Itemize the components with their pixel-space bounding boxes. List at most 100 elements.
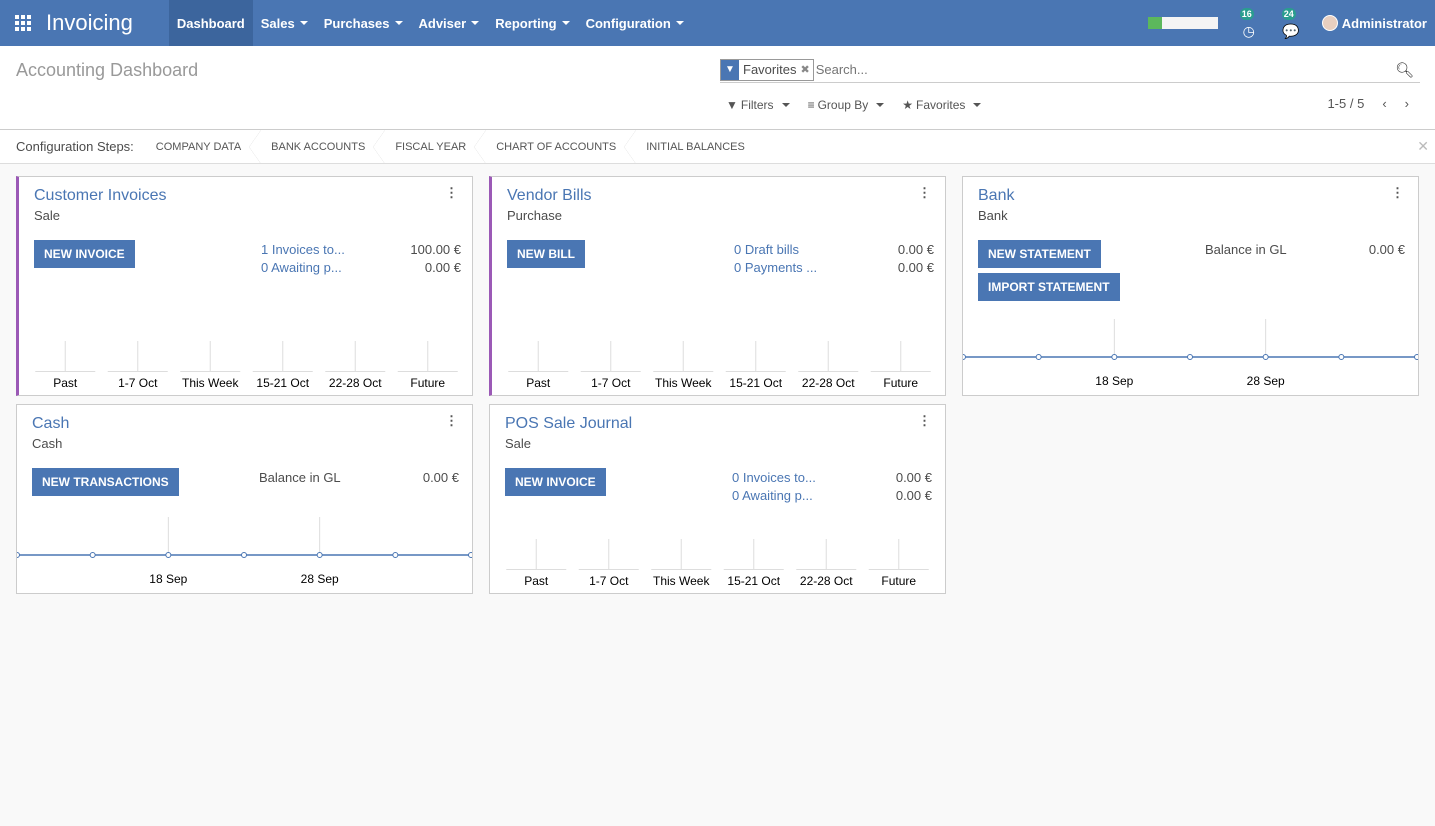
x-tick-label: 22-28 Oct bbox=[329, 376, 382, 390]
step-fiscal-year[interactable]: FISCAL YEAR bbox=[385, 129, 487, 164]
line-chart: 18 Sep 28 Sep bbox=[17, 517, 472, 586]
x-tick-label: Future bbox=[881, 574, 916, 588]
messages-count: 24 bbox=[1281, 8, 1296, 20]
menu-reporting[interactable]: Reporting bbox=[487, 0, 577, 46]
kebab-menu-icon[interactable]: ⋮ bbox=[445, 185, 458, 200]
journal-line-link[interactable]: 0 Invoices to... bbox=[732, 470, 816, 485]
bar bbox=[796, 569, 857, 570]
journal-type: Sale bbox=[505, 436, 532, 451]
pager-previous-icon[interactable]: ‹ bbox=[1382, 96, 1387, 111]
new-statement-button[interactable]: NEW STATEMENT bbox=[978, 240, 1101, 268]
x-tick-label: This Week bbox=[653, 574, 710, 588]
data-point bbox=[316, 552, 323, 558]
journal-line-link[interactable]: 1 Invoices to... bbox=[261, 242, 345, 257]
menu-dashboard[interactable]: Dashboard bbox=[168, 0, 253, 46]
menu-purchases[interactable]: Purchases bbox=[316, 0, 411, 46]
group-by-dropdown[interactable]: ≡ Group By bbox=[808, 98, 885, 112]
x-tick-label: 22-28 Oct bbox=[800, 574, 853, 588]
control-panel: Accounting Dashboard ▼Favorites✖ 🔍︎ ▼Fil… bbox=[0, 46, 1435, 130]
clock-icon: ◷ bbox=[1242, 23, 1255, 39]
search-input[interactable] bbox=[815, 62, 1376, 77]
journal-title[interactable]: POS Sale Journal bbox=[505, 415, 633, 432]
journal-card-bank: Bank Bank ⋮ NEW STATEMENT IMPORT STATEMENT… bbox=[962, 176, 1419, 396]
journal-line-value: 0.00 € bbox=[895, 470, 932, 485]
data-point bbox=[1414, 354, 1418, 360]
filter-icon: ▼ bbox=[726, 98, 738, 112]
menu-configuration[interactable]: Configuration bbox=[578, 0, 692, 46]
journal-line-link[interactable]: 0 Awaiting p... bbox=[261, 260, 342, 275]
menu-label: Sales bbox=[260, 15, 295, 31]
journal-line-value: 0.00 € bbox=[895, 488, 932, 503]
journal-card-cash: Cash Cash ⋮ NEW TRANSACTIONS Balance in GL… bbox=[16, 404, 473, 594]
kebab-menu-icon[interactable]: ⋮ bbox=[445, 413, 458, 428]
kebab-menu-icon[interactable]: ⋮ bbox=[918, 413, 931, 428]
kebab-menu-icon[interactable]: ⋮ bbox=[1391, 185, 1404, 200]
user-menu[interactable]: Administrator bbox=[1321, 15, 1427, 31]
data-point bbox=[1262, 354, 1269, 360]
caret-down-icon bbox=[561, 21, 570, 25]
step-initial-balances[interactable]: INITIAL BALANCES bbox=[646, 140, 745, 153]
new-invoice-button[interactable]: NEW INVOICE bbox=[34, 240, 135, 268]
close-icon[interactable]: ✕ bbox=[1417, 138, 1429, 154]
x-tick-label: 15-21 Oct bbox=[729, 376, 782, 390]
x-tick-label: 1-7 Oct bbox=[118, 376, 158, 390]
caret-down-icon bbox=[781, 103, 790, 107]
journal-line-value: 0.00 € bbox=[897, 242, 934, 257]
bar bbox=[578, 569, 639, 570]
import-statement-button[interactable]: IMPORT STATEMENT bbox=[978, 273, 1120, 301]
journal-title[interactable]: Bank bbox=[978, 187, 1015, 204]
activities-button[interactable]: 16 ◷ bbox=[1238, 0, 1260, 46]
journal-line-link[interactable]: 0 Draft bills bbox=[734, 242, 800, 257]
balance-label: Balance in GL bbox=[259, 470, 341, 485]
pager-next-icon[interactable]: › bbox=[1404, 96, 1409, 111]
data-point bbox=[165, 552, 172, 558]
journal-line-link[interactable]: 0 Payments ... bbox=[734, 260, 818, 275]
menu-label: Adviser bbox=[418, 15, 467, 31]
messages-button[interactable]: 24 💬 bbox=[1280, 0, 1302, 46]
bar bbox=[107, 371, 168, 372]
bar bbox=[580, 371, 641, 372]
menu-adviser[interactable]: Adviser bbox=[411, 0, 488, 46]
kebab-menu-icon[interactable]: ⋮ bbox=[918, 185, 931, 200]
caret-down-icon bbox=[394, 21, 403, 25]
favorites-label: Favorites bbox=[916, 98, 966, 112]
balance-label: Balance in GL bbox=[1205, 242, 1287, 257]
journal-title[interactable]: Cash bbox=[32, 415, 70, 432]
step-bank-accounts[interactable]: BANK ACCOUNTS bbox=[261, 129, 386, 164]
step-chart-of-accounts[interactable]: CHART OF ACCOUNTS bbox=[486, 129, 637, 164]
bar bbox=[252, 371, 313, 372]
journal-title[interactable]: Customer Invoices bbox=[34, 187, 167, 204]
new-invoice-button[interactable]: NEW INVOICE bbox=[505, 468, 606, 496]
bar bbox=[180, 371, 241, 372]
journal-title[interactable]: Vendor Bills bbox=[507, 187, 592, 204]
chat-icon: 💬 bbox=[1282, 23, 1300, 39]
new-bill-button[interactable]: NEW BILL bbox=[507, 240, 585, 268]
data-point bbox=[392, 552, 399, 558]
bar bbox=[651, 569, 712, 570]
new-transactions-button[interactable]: NEW TRANSACTIONS bbox=[32, 468, 179, 496]
journal-line-value: 0.00 € bbox=[897, 260, 934, 275]
remove-facet-icon[interactable]: ✖ bbox=[800, 64, 810, 76]
bar bbox=[870, 371, 931, 372]
caret-down-icon bbox=[973, 103, 982, 107]
x-tick-label: 1-7 Oct bbox=[589, 574, 629, 588]
favorites-dropdown[interactable]: ★ Favorites bbox=[902, 98, 982, 112]
data-point bbox=[468, 552, 472, 558]
filters-dropdown[interactable]: ▼ Filters bbox=[726, 98, 790, 112]
app-title: Invoicing bbox=[46, 10, 133, 35]
apps-menu-button[interactable] bbox=[0, 0, 46, 46]
progress-bar[interactable] bbox=[1147, 17, 1218, 29]
bar bbox=[723, 569, 784, 570]
page-title: Accounting Dashboard bbox=[16, 60, 199, 80]
caret-down-icon bbox=[675, 21, 684, 25]
menu-sales[interactable]: Sales bbox=[253, 0, 316, 46]
step-company-data[interactable]: COMPANY DATA bbox=[146, 129, 262, 164]
journal-line-link[interactable]: 0 Awaiting p... bbox=[732, 488, 813, 503]
journal-line-value: 0.00 € bbox=[424, 260, 461, 275]
bar bbox=[325, 371, 386, 372]
facet-value: Favorites bbox=[743, 62, 797, 77]
journal-card-vendor-bills: Vendor Bills Purchase ⋮ NEW BILL 0 Draft b… bbox=[489, 176, 946, 396]
search-icon[interactable]: 🔍︎ bbox=[1394, 61, 1414, 79]
x-tick-label: 1-7 Oct bbox=[591, 376, 631, 390]
balance-value: 0.00 € bbox=[1368, 242, 1405, 257]
